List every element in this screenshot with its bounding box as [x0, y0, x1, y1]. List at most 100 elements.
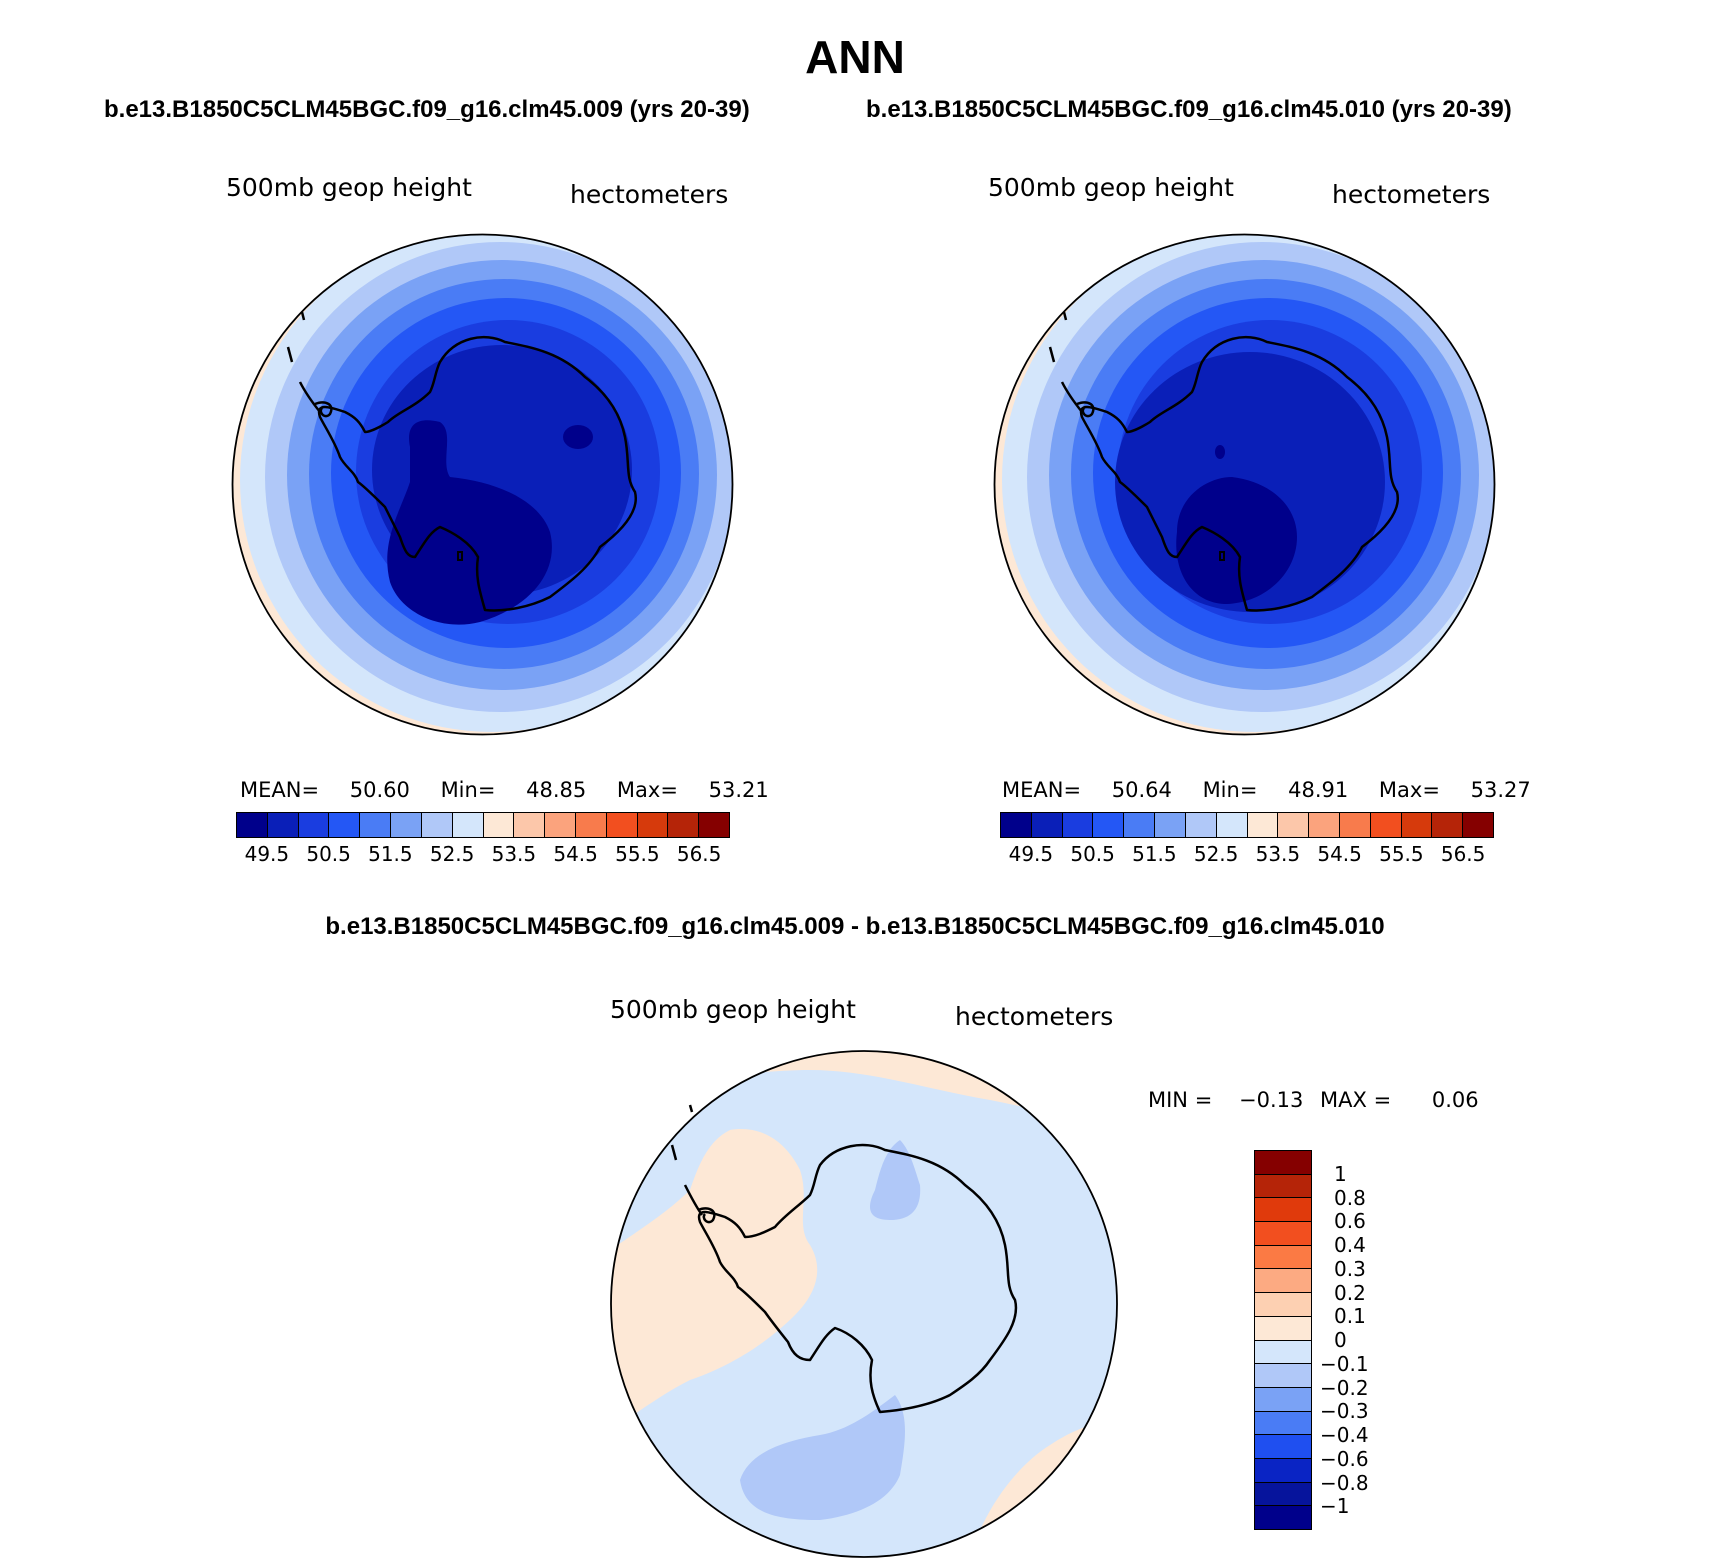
colorbar-swatch — [1255, 1387, 1311, 1412]
colorbar-swatch — [1255, 1411, 1311, 1436]
left-stats: MEAN= 50.60 Min= 48.85 Max= 53.21 — [240, 778, 769, 802]
colorbar-swatch — [668, 813, 700, 837]
diff-variable-label: 500mb geop height — [610, 995, 856, 1024]
left-mean-label: MEAN= — [240, 778, 320, 802]
colorbar-tick-label: −0.8 — [1320, 1470, 1369, 1495]
colorbar-swatch — [1255, 1174, 1311, 1199]
colorbar-swatch — [1255, 1506, 1311, 1529]
colorbar-swatch — [360, 813, 392, 837]
colorbar-tick-label: 54.5 — [1317, 842, 1362, 866]
colorbar-swatch — [1255, 1222, 1311, 1246]
left-mean-value: 50.60 — [349, 778, 410, 802]
right-case-title: b.e13.B1850C5CLM45BGC.f09_g16.clm45.010 … — [866, 96, 1512, 123]
right-colorbar-ticks: 49.5 50.5 51.5 52.5 53.5 54.5 55.5 56.5 — [1000, 842, 1494, 868]
difference-title: b.e13.B1850C5CLM45BGC.f09_g16.clm45.009 … — [325, 913, 1385, 940]
right-units-label: hectometers — [1332, 180, 1491, 209]
colorbar-tick-label: 55.5 — [1379, 842, 1424, 866]
colorbar-swatch — [1255, 1458, 1311, 1483]
left-max-label: Max= — [616, 778, 678, 802]
colorbar-swatch — [1278, 813, 1310, 837]
colorbar-swatch — [637, 813, 669, 837]
right-variable-label: 500mb geop height — [988, 173, 1234, 202]
colorbar-tick-label: 54.5 — [553, 842, 598, 866]
colorbar-tick-label: 56.5 — [676, 842, 722, 866]
colorbar-tick-label: −0.4 — [1320, 1423, 1369, 1447]
colorbar-swatch — [1255, 1364, 1311, 1388]
left-min-label: Min= — [440, 778, 496, 802]
colorbar-swatch — [329, 813, 361, 837]
figure-title: ANN — [805, 31, 905, 83]
right-min-value: 48.91 — [1288, 778, 1349, 802]
colorbar-swatch — [1031, 813, 1063, 837]
colorbar-tick-label: 53.5 — [491, 842, 537, 866]
colorbar-swatch — [421, 813, 453, 837]
colorbar-tick-label: 55.5 — [615, 842, 660, 866]
colorbar-swatch — [1216, 813, 1248, 837]
antarctica-coastline — [317, 335, 638, 612]
colorbar-tick-label: 51.5 — [368, 842, 413, 866]
colorbar-swatch — [1185, 813, 1217, 837]
colorbar-tick-label: 1 — [1334, 1161, 1347, 1186]
colorbar-swatch — [1001, 813, 1032, 837]
colorbar-tick-label: 0.2 — [1334, 1280, 1366, 1305]
colorbar-swatch — [1255, 1293, 1311, 1317]
colorbar-tick-label: −0.3 — [1320, 1399, 1369, 1424]
diff-max-value: 0.06 — [1431, 1088, 1479, 1112]
antarctica-coastline — [1079, 335, 1400, 612]
colorbar-tick-label: 50.5 — [306, 842, 351, 866]
colorbar-swatch — [1255, 1316, 1311, 1341]
diff-min-label: MIN = — [1148, 1088, 1213, 1112]
colorbar-swatch — [606, 813, 638, 837]
left-max-value: 53.21 — [708, 778, 769, 802]
colorbar-swatch — [1309, 813, 1340, 837]
colorbar-swatch — [267, 813, 299, 837]
colorbar-tick-label: 49.5 — [244, 842, 290, 866]
colorbar-swatch — [1255, 1151, 1311, 1175]
colorbar-swatch — [1463, 813, 1493, 837]
right-max-label: Max= — [1378, 778, 1440, 802]
left-colorbar — [236, 812, 730, 838]
colorbar-swatch — [1432, 813, 1464, 837]
colorbar-swatch — [1255, 1340, 1311, 1365]
left-units-label: hectometers — [570, 180, 729, 209]
left-case-title: b.e13.B1850C5CLM45BGC.f09_g16.clm45.009 … — [104, 96, 750, 123]
colorbar-tick-label: 52.5 — [429, 842, 475, 866]
antarctica-coastline — [697, 1143, 1018, 1414]
colorbar-tick-label: 49.5 — [1008, 842, 1054, 866]
colorbar-swatch — [483, 813, 515, 837]
colorbar-swatch — [1255, 1482, 1311, 1507]
colorbar-tick-label: 51.5 — [1132, 842, 1177, 866]
colorbar-tick-label: 0.1 — [1334, 1304, 1366, 1329]
colorbar-swatch — [1124, 813, 1156, 837]
diff-max-label: MAX = — [1320, 1088, 1392, 1112]
colorbar-swatch — [391, 813, 422, 837]
colorbar-swatch — [1255, 1198, 1311, 1223]
diff-min-value: −0.13 — [1238, 1088, 1304, 1112]
colorbar-tick-label: −1 — [1320, 1494, 1350, 1519]
left-min-value: 48.85 — [526, 778, 587, 802]
colorbar-swatch — [1062, 813, 1094, 837]
diff-colorbar — [1254, 1150, 1312, 1530]
colorbar-tick-label: 0.3 — [1334, 1256, 1366, 1281]
colorbar-swatch — [1370, 813, 1402, 837]
colorbar-swatch — [237, 813, 268, 837]
colorbar-tick-label: 0.8 — [1334, 1185, 1366, 1210]
colorbar-swatch — [1255, 1245, 1311, 1270]
colorbar-tick-label: 50.5 — [1070, 842, 1115, 866]
diff-colorbar-ticks: 1 0.8 0.6 0.4 0.3 0.2 0.1 0 −0.1 −0.2 −0.3 −0.4 −0.6… — [1320, 1150, 1380, 1530]
colorbar-swatch — [1339, 813, 1371, 837]
colorbar-swatch — [1255, 1269, 1311, 1294]
colorbar-swatch — [1155, 813, 1186, 837]
colorbar-swatch — [514, 813, 546, 837]
right-stats: MEAN= 50.64 Min= 48.91 Max= 53.27 — [1002, 778, 1531, 802]
colorbar-swatch — [545, 813, 576, 837]
diff-stats: MIN = −0.13 MAX = 0.06 — [1148, 1088, 1479, 1112]
colorbar-swatch — [699, 813, 729, 837]
left-variable-label: 500mb geop height — [226, 173, 472, 202]
colorbar-tick-label: 56.5 — [1440, 842, 1486, 866]
colorbar-swatch — [452, 813, 484, 837]
colorbar-tick-label: 0.4 — [1334, 1233, 1366, 1257]
colorbar-swatch — [1093, 813, 1125, 837]
colorbar-tick-label: 0 — [1334, 1328, 1347, 1352]
diff-units-label: hectometers — [955, 1002, 1114, 1031]
